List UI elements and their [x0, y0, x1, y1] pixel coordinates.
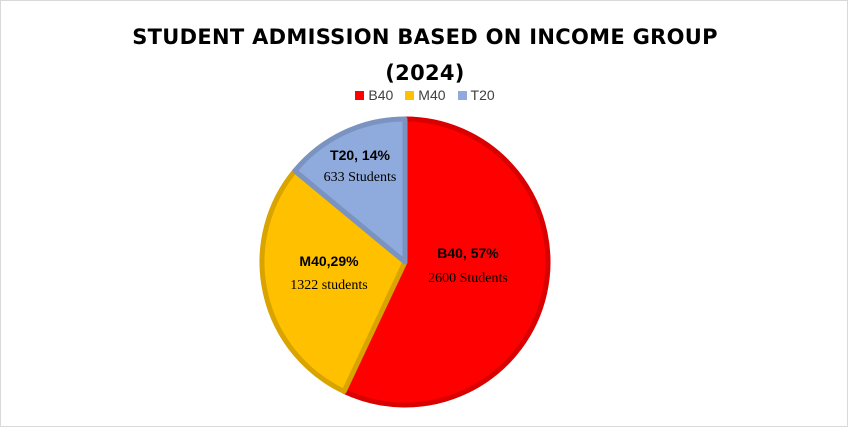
- legend-item-m40: M40: [405, 87, 446, 103]
- legend-item-t20: T20: [457, 87, 495, 103]
- data-label-b40-count: 2600 Students: [428, 271, 508, 286]
- chart-title-line1: STUDENT ADMISSION BASED ON INCOME GROUP: [132, 25, 718, 49]
- data-label-b40-title: B40, 57%: [437, 245, 499, 261]
- legend-swatch-b40: [355, 90, 365, 100]
- legend-item-b40: B40: [355, 87, 393, 103]
- legend-swatch-m40: [405, 90, 415, 100]
- pie-slice-t20: [292, 116, 408, 265]
- data-label-m40-title: M40,29%: [299, 253, 359, 269]
- legend-label-b40: B40: [368, 87, 394, 103]
- legend-label-m40: M40: [418, 87, 446, 103]
- data-label-m40-count: 1322 students: [290, 278, 367, 293]
- pie-slice-m40: [259, 168, 408, 394]
- pie-slice-b40: [341, 116, 551, 408]
- legend-label-t20: T20: [470, 87, 495, 103]
- legend-swatch-t20: [457, 90, 467, 100]
- chart-legend: B40 M40 T20: [1, 87, 848, 103]
- chart-title-line2: (2024): [385, 61, 465, 85]
- data-label-t20-title: T20, 14%: [330, 147, 390, 163]
- data-label-t20-count: 633 Students: [324, 170, 397, 185]
